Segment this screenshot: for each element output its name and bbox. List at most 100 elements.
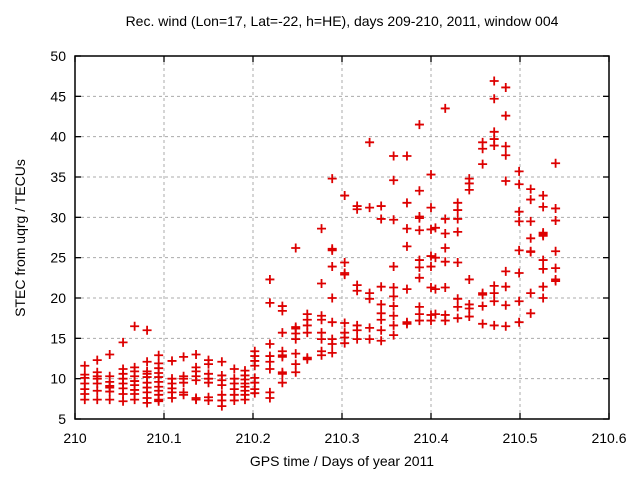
data-point-marker bbox=[464, 274, 474, 284]
data-point-marker bbox=[402, 198, 412, 208]
y-tick-label: 30 bbox=[50, 209, 66, 225]
data-point-marker bbox=[376, 315, 386, 325]
data-point-marker bbox=[551, 263, 561, 273]
data-point-marker bbox=[453, 313, 463, 323]
data-point-marker bbox=[526, 233, 536, 243]
data-point-marker bbox=[551, 246, 561, 256]
data-point-marker bbox=[538, 293, 548, 303]
data-point-marker bbox=[291, 243, 301, 253]
data-point-marker bbox=[489, 288, 499, 298]
y-tick-label: 25 bbox=[50, 250, 66, 266]
data-point-marker bbox=[501, 150, 511, 160]
x-tick-label: 210.5 bbox=[502, 430, 537, 446]
y-tick-label: 5 bbox=[58, 411, 66, 427]
x-tick-label: 210.2 bbox=[235, 430, 270, 446]
data-point-marker bbox=[430, 284, 440, 294]
data-point-marker bbox=[501, 321, 511, 331]
data-point-marker bbox=[440, 214, 450, 224]
data-point-marker bbox=[501, 111, 511, 121]
y-tick-label: 50 bbox=[50, 48, 66, 64]
data-point-marker bbox=[250, 361, 260, 371]
data-point-marker bbox=[142, 325, 152, 335]
data-point-marker bbox=[277, 369, 287, 379]
data-point-marker bbox=[464, 312, 474, 322]
data-point-marker bbox=[402, 284, 412, 294]
data-point-marker bbox=[340, 338, 350, 348]
data-point-marker bbox=[105, 387, 115, 397]
data-point-marker bbox=[92, 386, 102, 396]
data-point-marker bbox=[538, 191, 548, 201]
data-point-marker bbox=[302, 328, 312, 338]
data-point-marker bbox=[277, 352, 287, 362]
data-point-marker bbox=[365, 203, 375, 213]
data-point-marker bbox=[327, 245, 337, 255]
x-tick-label: 210.3 bbox=[324, 430, 359, 446]
data-point-marker bbox=[453, 302, 463, 312]
data-point-marker bbox=[514, 296, 524, 306]
data-point-marker bbox=[105, 395, 115, 405]
data-point-marker bbox=[229, 395, 239, 405]
data-point-marker bbox=[376, 214, 386, 224]
data-point-marker bbox=[240, 395, 250, 405]
chart-title: Rec. wind (Lon=17, Lat=-22, h=HE), days … bbox=[125, 13, 559, 29]
data-point-marker bbox=[204, 378, 213, 388]
data-point-marker bbox=[414, 316, 424, 326]
data-point-marker bbox=[478, 159, 488, 169]
data-point-marker bbox=[414, 262, 424, 272]
data-point-marker bbox=[402, 241, 412, 251]
data-point-marker bbox=[440, 283, 450, 293]
data-point-marker bbox=[130, 395, 140, 405]
data-point-marker bbox=[352, 334, 362, 344]
data-point-marker bbox=[389, 291, 399, 301]
data-point-marker bbox=[302, 354, 312, 364]
data-point-marker bbox=[191, 395, 201, 405]
y-axis-label: STEC from uqrg / TECUs bbox=[12, 159, 28, 317]
data-point-marker bbox=[327, 174, 337, 184]
data-point-marker bbox=[191, 349, 201, 359]
data-point-marker bbox=[430, 223, 440, 233]
data-point-marker bbox=[204, 359, 213, 369]
data-point-marker bbox=[464, 185, 474, 195]
data-point-marker bbox=[551, 216, 561, 226]
data-point-marker bbox=[489, 141, 499, 151]
data-point-marker bbox=[265, 298, 275, 308]
data-point-marker bbox=[352, 204, 362, 214]
data-point-marker bbox=[501, 82, 511, 92]
data-point-marker bbox=[389, 330, 399, 340]
data-point-marker bbox=[402, 319, 412, 329]
data-point-marker bbox=[389, 215, 399, 225]
data-point-marker bbox=[277, 378, 287, 388]
data-point-marker bbox=[464, 303, 474, 313]
data-point-marker bbox=[501, 282, 511, 292]
data-point-marker bbox=[551, 276, 561, 286]
data-point-marker bbox=[489, 320, 499, 330]
data-point-marker bbox=[277, 328, 287, 338]
data-point-marker bbox=[538, 231, 548, 241]
data-point-marker bbox=[179, 390, 189, 400]
data-point-marker bbox=[426, 283, 436, 293]
data-point-marker bbox=[426, 262, 436, 272]
data-point-marker bbox=[526, 216, 536, 226]
data-point-marker bbox=[291, 334, 301, 344]
data-point-marker bbox=[154, 350, 164, 360]
data-point-marker bbox=[142, 398, 152, 408]
data-point-marker bbox=[327, 317, 337, 327]
data-point-marker bbox=[514, 216, 524, 226]
data-point-marker bbox=[526, 308, 536, 318]
data-point-marker bbox=[365, 323, 375, 333]
data-point-marker bbox=[217, 357, 227, 367]
data-point-marker bbox=[217, 380, 227, 390]
data-point-marker bbox=[265, 274, 275, 284]
data-point-marker bbox=[551, 158, 561, 168]
data-point-marker bbox=[389, 311, 399, 321]
data-point-marker bbox=[478, 144, 488, 154]
data-point-marker bbox=[526, 247, 536, 257]
data-point-marker bbox=[80, 361, 90, 371]
x-axis-label: GPS time / Days of year 2011 bbox=[249, 453, 435, 469]
data-point-marker bbox=[317, 315, 327, 325]
data-point-marker bbox=[179, 352, 189, 362]
data-point-marker bbox=[317, 350, 327, 360]
data-point-marker bbox=[389, 151, 399, 161]
data-point-marker bbox=[440, 257, 450, 267]
